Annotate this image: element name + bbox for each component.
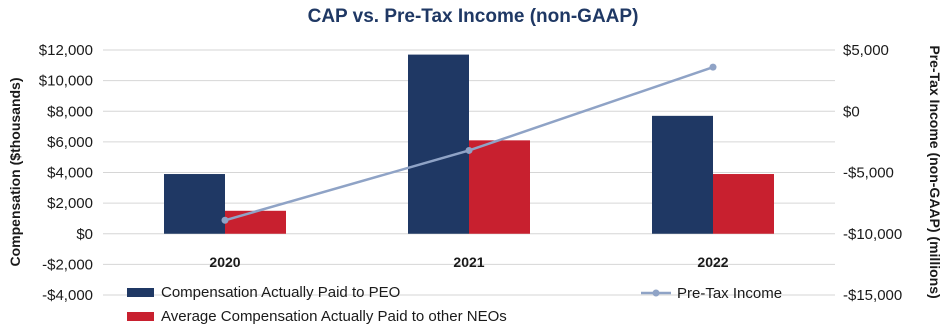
bar-neos	[469, 140, 530, 234]
bar-neos	[713, 174, 774, 234]
x-category-label: 2021	[453, 254, 484, 270]
bar-peo	[652, 115, 713, 234]
legend-label-neos: Average Compensation Actually Paid to ot…	[161, 308, 507, 325]
x-category-label: 2022	[697, 254, 728, 270]
y2-tick-label: -$15,000	[843, 287, 902, 304]
legend-swatch-pretax-marker	[652, 289, 660, 297]
y2-tick-label: -$5,000	[843, 165, 894, 182]
pretax-income-point	[465, 146, 473, 154]
bars	[164, 54, 774, 234]
y-tick-label: $10,000	[39, 73, 93, 90]
y2-tick-label: $0	[843, 103, 860, 120]
y2-axis-ticks: $5,000 $0 -$5,000 -$10,000 -$15,000	[843, 42, 902, 304]
bar-peo	[164, 174, 225, 234]
y-tick-label: -$4,000	[42, 287, 93, 304]
y-axis-ticks: $12,000 $10,000 $8,000 $6,000 $4,000 $2,000 $0…	[39, 42, 93, 304]
legend-label-pretax: Pre-Tax Income	[677, 285, 782, 302]
legend-swatch-neos	[127, 312, 154, 321]
legend-swatch-peo	[127, 288, 154, 297]
y-tick-label: $0	[76, 226, 93, 243]
y-axis-label: Compensation ($thousands)	[7, 77, 23, 266]
legend: Compensation Actually Paid to PEO Averag…	[127, 284, 782, 325]
x-axis-categories: 2020 2021 2022	[209, 254, 728, 270]
y-tick-label: -$2,000	[42, 256, 93, 273]
pretax-income-point	[221, 216, 229, 224]
y-tick-label: $12,000	[39, 42, 93, 59]
y-tick-label: $6,000	[47, 134, 93, 151]
y2-tick-label: $5,000	[843, 42, 889, 59]
y-tick-label: $4,000	[47, 165, 93, 182]
pretax-income-point	[709, 63, 717, 71]
chart-title: CAP vs. Pre-Tax Income (non-GAAP)	[308, 6, 639, 27]
legend-label-peo: Compensation Actually Paid to PEO	[161, 284, 400, 301]
y-tick-label: $2,000	[47, 195, 93, 212]
line-series	[221, 63, 717, 224]
x-category-label: 2020	[209, 254, 240, 270]
bar-neos	[225, 210, 286, 234]
y2-axis-label: Pre-Tax Income (non-GAAP) (millions)	[927, 45, 943, 298]
y-tick-label: $8,000	[47, 103, 93, 120]
y2-tick-label: -$10,000	[843, 226, 902, 243]
bar-peo	[408, 54, 469, 234]
